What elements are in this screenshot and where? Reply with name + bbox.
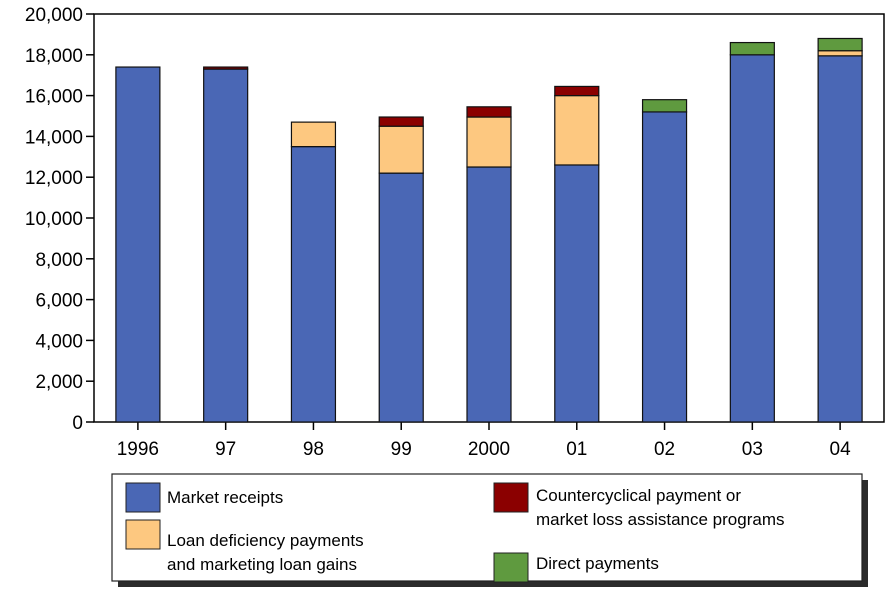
- legend: Market receipts Loan deficiency payments a…: [111, 473, 868, 587]
- y-tick-label: 2,000: [35, 372, 83, 393]
- bar-segment-series-0: [290, 146, 337, 423]
- legend-swatch: [125, 519, 161, 550]
- y-tick-label: 10,000: [25, 209, 83, 230]
- x-tick-label: 2000: [468, 439, 510, 460]
- bar-segment-series-1: [554, 94, 600, 166]
- x-tick-label: 03: [742, 439, 763, 460]
- bar-segment-series-0: [203, 68, 249, 423]
- y-tick-label: 16,000: [25, 87, 83, 108]
- legend-label: and marketing loan gains: [167, 555, 357, 574]
- legend-label: Market receipts: [167, 488, 283, 507]
- bar-segment-series-0: [115, 66, 161, 423]
- y-tick-label: 8,000: [35, 250, 83, 271]
- legend-swatch: [125, 482, 161, 513]
- x-tick-label: 99: [391, 439, 412, 460]
- legend-swatch: [493, 482, 529, 513]
- bar-segment-series-0: [817, 55, 863, 423]
- legend-label: market loss assistance programs: [536, 510, 784, 529]
- x-tick-label: 02: [654, 439, 675, 460]
- bar-segment-series-1: [290, 121, 337, 148]
- legend-label: Countercyclical payment or: [536, 486, 741, 505]
- x-tick-label: 1996: [117, 439, 159, 460]
- plot-area: 0 2,000 4,000 6,000 8,000 10,000 12,000 14,000 1…: [25, 5, 885, 460]
- bar-segment-series-0: [554, 164, 600, 423]
- y-tick-label: 20,000: [25, 5, 83, 26]
- y-tick-label: 12,000: [25, 168, 83, 189]
- x-tick-label: 01: [566, 439, 587, 460]
- legend-swatch: [493, 552, 529, 583]
- bar-segment-series-3: [729, 41, 775, 56]
- bar-segment-series-2: [378, 116, 424, 127]
- legend-label: Direct payments: [536, 554, 659, 573]
- x-tick-label: 98: [303, 439, 324, 460]
- x-tick-label: 04: [830, 439, 852, 460]
- bar-segment-series-1: [817, 50, 863, 57]
- legend-box: [111, 473, 863, 582]
- bar-segment-series-0: [378, 172, 424, 423]
- y-tick-label: 6,000: [35, 291, 83, 312]
- bar-segment-series-1: [466, 116, 512, 168]
- bar-segment-series-3: [817, 37, 863, 52]
- y-tick-label: 14,000: [25, 127, 83, 148]
- y-tick-label: 18,000: [25, 46, 83, 67]
- bar-segment-series-0: [641, 111, 688, 423]
- y-tick-label: 4,000: [35, 331, 83, 352]
- bar-segment-series-3: [641, 99, 688, 113]
- bar-segment-series-0: [466, 166, 512, 423]
- bar-segment-series-1: [378, 125, 424, 174]
- y-tick-label: 0: [72, 413, 83, 434]
- bar-segment-series-2: [554, 85, 600, 97]
- x-tick-label: 97: [215, 439, 236, 460]
- bar-segment-series-0: [729, 54, 775, 423]
- legend-label: Loan deficiency payments: [167, 531, 364, 550]
- bar-segment-series-2: [203, 66, 249, 70]
- bar-segment-series-2: [466, 106, 512, 118]
